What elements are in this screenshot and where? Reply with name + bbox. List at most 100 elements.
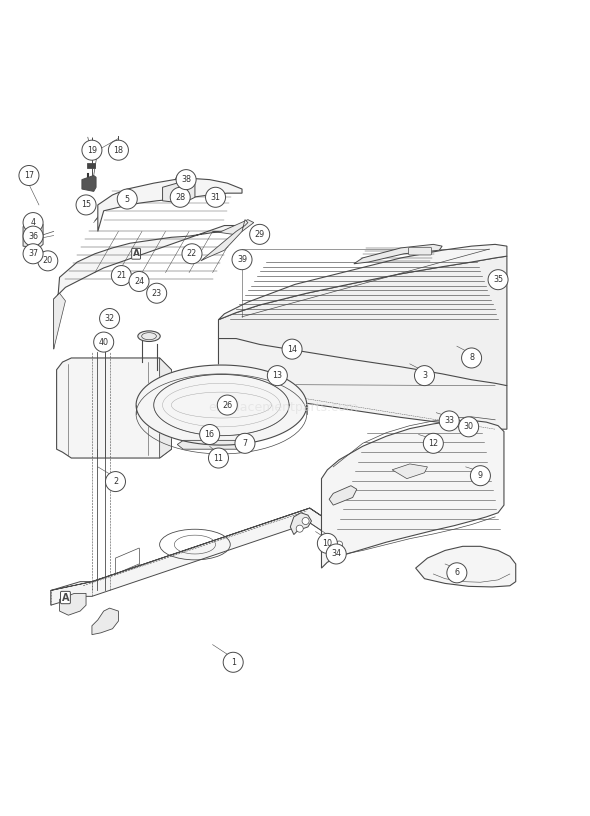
Text: 32: 32	[104, 314, 114, 323]
Polygon shape	[82, 175, 96, 192]
Circle shape	[38, 251, 58, 271]
Text: 24: 24	[134, 277, 144, 286]
Polygon shape	[160, 358, 171, 458]
Circle shape	[19, 166, 39, 185]
Text: 33: 33	[444, 416, 454, 425]
Circle shape	[109, 140, 129, 160]
Circle shape	[100, 308, 120, 329]
Circle shape	[106, 472, 126, 491]
Polygon shape	[354, 244, 442, 264]
Text: 10: 10	[322, 539, 332, 548]
Circle shape	[447, 563, 467, 583]
Circle shape	[76, 195, 96, 215]
Text: 40: 40	[99, 338, 109, 347]
Circle shape	[470, 466, 490, 486]
Circle shape	[117, 189, 137, 209]
Polygon shape	[218, 256, 507, 386]
Circle shape	[439, 411, 459, 431]
Text: 18: 18	[113, 146, 123, 155]
Text: 26: 26	[222, 401, 232, 410]
Circle shape	[94, 332, 114, 352]
Text: 38: 38	[181, 175, 191, 184]
Polygon shape	[57, 358, 171, 458]
Text: 34: 34	[331, 549, 341, 558]
Text: 30: 30	[464, 423, 474, 432]
Text: 6: 6	[454, 568, 460, 577]
Text: 5: 5	[124, 194, 130, 203]
Circle shape	[23, 226, 43, 246]
Text: 17: 17	[24, 171, 34, 180]
Text: 28: 28	[175, 193, 185, 202]
Text: 36: 36	[28, 232, 38, 241]
Polygon shape	[54, 293, 65, 349]
FancyBboxPatch shape	[87, 163, 95, 168]
Polygon shape	[290, 512, 312, 534]
Circle shape	[217, 395, 237, 415]
Polygon shape	[98, 179, 242, 232]
Circle shape	[415, 366, 434, 386]
Text: 2: 2	[113, 477, 118, 486]
Circle shape	[267, 366, 287, 386]
Text: 7: 7	[242, 439, 248, 448]
Text: 4: 4	[31, 218, 35, 227]
Polygon shape	[218, 339, 507, 429]
Circle shape	[336, 541, 343, 548]
Polygon shape	[23, 223, 43, 248]
Circle shape	[23, 244, 43, 264]
Polygon shape	[51, 508, 327, 591]
Text: 9: 9	[478, 471, 483, 480]
Circle shape	[129, 272, 149, 291]
Text: A: A	[62, 592, 69, 602]
Circle shape	[423, 433, 443, 454]
Text: 35: 35	[493, 275, 503, 284]
Text: 31: 31	[211, 193, 221, 202]
Circle shape	[112, 265, 132, 286]
Circle shape	[330, 544, 337, 552]
Text: 1: 1	[231, 658, 235, 667]
Circle shape	[199, 424, 219, 445]
Circle shape	[176, 170, 196, 189]
Text: 39: 39	[237, 255, 247, 264]
Polygon shape	[239, 437, 248, 452]
Circle shape	[282, 339, 302, 359]
Text: 14: 14	[287, 344, 297, 353]
Text: 20: 20	[42, 256, 53, 265]
Circle shape	[461, 348, 481, 368]
Polygon shape	[136, 365, 307, 445]
Circle shape	[182, 244, 202, 264]
Circle shape	[488, 269, 508, 290]
Text: 21: 21	[116, 271, 126, 280]
Text: 16: 16	[205, 430, 215, 439]
Circle shape	[232, 250, 252, 269]
Circle shape	[223, 652, 243, 672]
Polygon shape	[416, 547, 516, 587]
Circle shape	[250, 224, 270, 244]
Polygon shape	[60, 593, 86, 615]
Polygon shape	[201, 220, 248, 261]
Polygon shape	[322, 420, 504, 568]
Polygon shape	[51, 508, 327, 605]
Text: ereplacementparts.com: ereplacementparts.com	[208, 401, 358, 415]
Polygon shape	[329, 486, 357, 505]
Text: A: A	[133, 249, 140, 259]
Text: 13: 13	[273, 371, 283, 380]
Text: 29: 29	[254, 230, 265, 239]
Text: 12: 12	[428, 439, 438, 448]
Text: 23: 23	[152, 289, 162, 298]
FancyBboxPatch shape	[409, 247, 431, 255]
Ellipse shape	[138, 331, 160, 341]
Circle shape	[205, 187, 225, 207]
Circle shape	[317, 534, 337, 553]
Ellipse shape	[121, 195, 134, 202]
Text: 19: 19	[87, 146, 97, 155]
Polygon shape	[163, 181, 195, 203]
Polygon shape	[177, 441, 254, 449]
Circle shape	[23, 213, 43, 233]
Polygon shape	[212, 220, 254, 234]
Polygon shape	[54, 225, 236, 349]
Circle shape	[458, 417, 478, 437]
Text: 37: 37	[28, 249, 38, 259]
Polygon shape	[392, 464, 427, 479]
Polygon shape	[218, 244, 507, 320]
Text: 15: 15	[81, 201, 91, 210]
